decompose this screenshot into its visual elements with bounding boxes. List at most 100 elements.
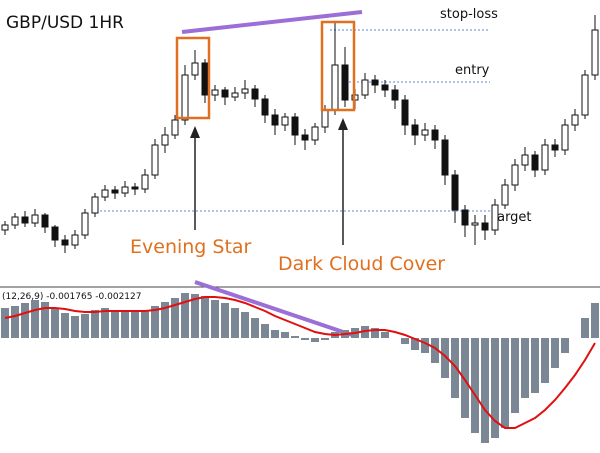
histogram-bar	[371, 328, 379, 338]
histogram-bar	[451, 338, 459, 398]
candle-body	[171, 119, 179, 136]
candle-body	[91, 196, 99, 214]
candle-body	[251, 88, 259, 100]
candle-body	[591, 29, 599, 76]
candle-body	[181, 74, 189, 121]
candle-body	[581, 74, 589, 116]
histogram-bar	[591, 303, 599, 338]
histogram-bar	[51, 308, 59, 338]
histogram-bar	[121, 311, 129, 338]
candle-body	[31, 214, 39, 224]
histogram-bar	[291, 336, 299, 338]
candle-body	[161, 134, 169, 146]
candle-body	[551, 144, 559, 151]
candle-body	[141, 174, 149, 190]
histogram-bar	[11, 306, 19, 338]
histogram-bar	[521, 338, 529, 398]
indicator-label: (12,26,9) -0.001765 -0.002127	[2, 292, 141, 302]
histogram-bar	[381, 332, 389, 338]
candle-body	[321, 109, 329, 128]
histogram-bar	[271, 330, 279, 338]
chart-title: GBP/USD 1HR	[6, 13, 124, 33]
candle-body	[521, 154, 529, 166]
candle-body	[291, 116, 299, 136]
histogram-bar	[511, 338, 519, 413]
candle-body	[331, 64, 339, 111]
histogram-bar	[41, 302, 49, 338]
candle-body	[221, 89, 229, 98]
candle-body	[441, 139, 449, 176]
annotation: Evening Star	[130, 236, 252, 258]
pattern-box	[175, 36, 211, 120]
arrow-head	[338, 118, 348, 130]
histogram-bar	[561, 338, 569, 353]
candle-body	[241, 88, 249, 94]
histogram-bar	[191, 294, 199, 338]
candle-body	[501, 184, 509, 206]
histogram-bar	[141, 310, 149, 338]
histogram-bar	[581, 318, 589, 338]
candle-body	[391, 89, 399, 101]
histogram-bar	[531, 338, 539, 393]
candle-body	[471, 222, 479, 226]
candle-body	[41, 214, 49, 228]
candle-body	[131, 186, 139, 190]
candle-body	[111, 189, 119, 194]
candle-body	[261, 98, 269, 116]
candle-body	[481, 222, 489, 231]
arrow-head	[190, 126, 200, 138]
candle-body	[191, 62, 199, 76]
histogram-bar	[261, 324, 269, 338]
histogram-bar	[441, 338, 449, 378]
candle-body	[281, 116, 289, 126]
histogram-bar	[471, 338, 479, 433]
candle-body	[311, 126, 319, 141]
trend-line	[194, 280, 356, 338]
candle-body	[121, 186, 129, 194]
candle-body	[571, 114, 579, 126]
histogram-bar	[461, 338, 469, 418]
candle-body	[401, 99, 409, 126]
candle-body	[371, 79, 379, 86]
candle-body	[271, 114, 279, 126]
candle-body	[511, 164, 519, 186]
histogram-bar	[91, 310, 99, 338]
histogram-bar	[401, 338, 409, 344]
signal-line	[4, 296, 596, 429]
candle-body	[361, 79, 369, 96]
histogram-bar	[541, 338, 549, 383]
histogram-bar	[1, 308, 9, 338]
candle-body	[531, 154, 539, 171]
candle-body	[431, 129, 439, 141]
histogram-bar	[21, 303, 29, 338]
candle-body	[461, 209, 469, 226]
candle-body	[151, 144, 159, 176]
histogram-bar	[71, 316, 79, 338]
candle-body	[231, 92, 239, 98]
histogram-bar	[411, 338, 419, 350]
histogram-bar	[241, 312, 249, 338]
histogram-bar	[111, 310, 119, 338]
level-label: stop-loss	[440, 7, 498, 22]
histogram-bar	[481, 338, 489, 443]
histogram-bar	[281, 332, 289, 338]
candle-body	[101, 189, 109, 198]
candle-body	[411, 124, 419, 136]
candle-body	[201, 62, 209, 96]
histogram-bar	[491, 338, 499, 438]
candle-body	[341, 64, 349, 101]
histogram-bar	[61, 313, 69, 338]
histogram-bar	[551, 338, 559, 368]
candle-body	[541, 144, 549, 171]
histogram-bar	[151, 306, 159, 338]
candle-body	[21, 216, 29, 224]
level-label: target	[492, 210, 532, 225]
pattern-box	[320, 20, 356, 112]
candle-body	[81, 212, 89, 236]
histogram-bar	[301, 338, 309, 340]
histogram-bar	[131, 312, 139, 338]
histogram-bar	[211, 300, 219, 338]
level-label: entry	[455, 63, 490, 78]
histogram-bar	[31, 300, 39, 338]
